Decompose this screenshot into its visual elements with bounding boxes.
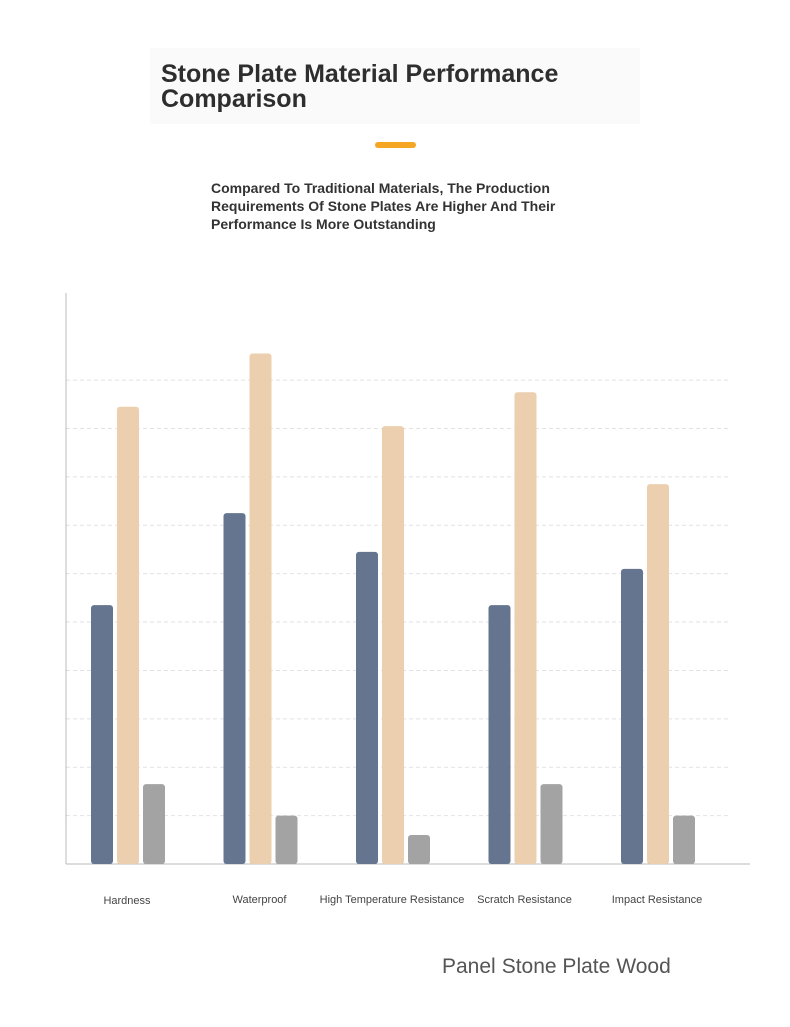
x-tick-label: Scratch Resistance	[477, 894, 572, 906]
bar-chart: Hardness Waterproof High Temperature Resis…	[65, 293, 750, 907]
chart-subtitle: Compared To Traditional Materials, The P…	[211, 180, 556, 232]
bar-panel	[488, 605, 511, 864]
bar-wood	[143, 784, 165, 864]
legend-item-panel: Panel	[442, 955, 496, 978]
legend-item-stone-plate: Stone Plate	[501, 955, 611, 978]
bar-stone-plate	[117, 406, 139, 864]
bar-wood	[408, 834, 430, 864]
legend-item-wood: Wood	[616, 955, 671, 978]
chart-title: Stone Plate Material Performance Compari…	[161, 60, 559, 113]
accent-bar	[375, 142, 416, 148]
bar-stone-plate	[249, 353, 272, 864]
x-tick-label: Hardness	[103, 895, 151, 907]
bar-wood	[673, 815, 695, 864]
bar-panel	[223, 513, 246, 864]
bar-stone-plate	[647, 484, 669, 864]
x-tick-label: Impact Resistance	[612, 894, 702, 906]
bar-panel	[356, 551, 378, 864]
bar-wood	[275, 815, 298, 864]
x-tick-label: Waterproof	[232, 894, 287, 906]
title-box: Stone Plate Material Performance Compari…	[150, 48, 640, 124]
x-tick-label: High Temperature Resistance	[320, 894, 465, 906]
bar-panel	[621, 568, 643, 864]
bar-wood	[540, 784, 563, 864]
bar-stone-plate	[514, 392, 537, 864]
bar-panel	[91, 605, 113, 864]
bar-stone-plate	[382, 426, 404, 864]
legend: Panel Stone Plate Wood	[442, 955, 677, 979]
